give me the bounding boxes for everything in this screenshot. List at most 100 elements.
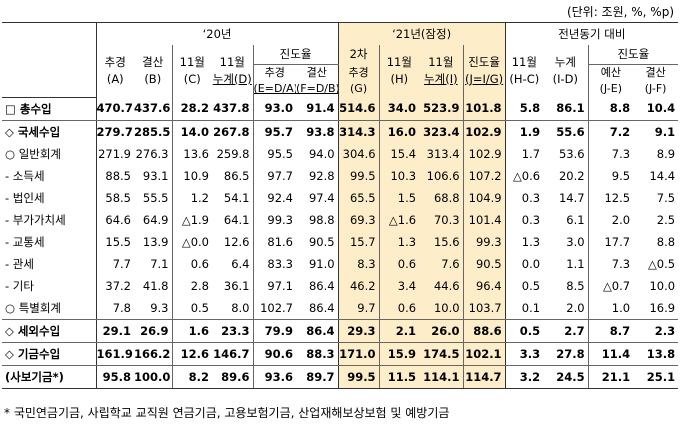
cell-c9: 323.4 <box>419 120 464 143</box>
cell-c1: 58.5 <box>95 186 134 209</box>
cell-c6: 98.8 <box>308 212 335 227</box>
cell-c2: 100.0 <box>134 365 172 389</box>
cell-c9: 7.6 <box>419 252 464 275</box>
cell-c9: 26.0 <box>419 319 464 343</box>
row-label: ○ 특별회계 <box>2 296 96 320</box>
cell-c10: 102.9 <box>462 142 506 165</box>
cell-c5: 95.5 <box>252 142 296 165</box>
cell-c13: 1.0 <box>587 296 634 320</box>
cell-c8: 0.6 <box>378 296 420 320</box>
cell-c4: 12.6 <box>223 234 250 249</box>
cell-c2: 276.3 <box>135 146 169 161</box>
cell-c4: 146.7 <box>212 342 253 366</box>
cell-c12: 53.6 <box>558 146 585 161</box>
cell-c1: 7.7 <box>95 252 134 275</box>
cell-c3: △0.0 <box>171 230 212 253</box>
cell-c10: 114.7 <box>462 365 506 389</box>
cell-c2: 7.1 <box>150 256 169 271</box>
cell-c14: 10.4 <box>633 97 679 121</box>
table-row: - 관세 7.7 7.1 0.6 6.4 83.3 91.0 8.3 0.6 7.6 90.5 0.0… <box>2 252 678 275</box>
cell-c10: 103.7 <box>462 296 506 320</box>
col-c1: 추경 (A) <box>95 45 134 97</box>
row-label: (사보기금*) <box>2 365 96 389</box>
cell-c4: 259.8 <box>216 146 250 161</box>
cell-c4: 23.3 <box>212 319 253 343</box>
cell-c2: 166.2 <box>134 342 172 366</box>
cell-c12: 27.8 <box>543 342 589 366</box>
cell-c14: 10.0 <box>649 278 676 293</box>
subgroup-rate20: 진도율 <box>252 45 339 65</box>
cell-c9: 10.0 <box>419 296 464 320</box>
cell-c6: 86.4 <box>296 296 339 320</box>
col-c12: 누계 (I-D) <box>552 55 579 86</box>
cell-c1: 271.9 <box>95 142 134 165</box>
cell-c3: 28.2 <box>171 97 212 121</box>
col-c7: 추경 (G) <box>337 64 380 97</box>
cell-c7: 8.3 <box>337 252 380 275</box>
cell-c2: 55.5 <box>142 190 169 205</box>
cell-c11: 0.1 <box>504 296 544 320</box>
cell-c5: 92.4 <box>252 186 296 209</box>
cell-c2: 93.1 <box>142 168 169 183</box>
table-row: ○ 특별회계 7.8 9.3 0.5 8.0 102.7 86.4 9.7 0.6 10.0 103… <box>2 296 679 320</box>
cell-c14: 13.8 <box>633 342 679 366</box>
cell-c1: 279.7 <box>95 120 134 143</box>
cell-c12: 24.5 <box>543 365 589 389</box>
row-label: - 법인세 <box>5 190 45 205</box>
row-label: ◇ 기금수입 <box>2 342 96 366</box>
row-label: - 소득세 <box>5 168 45 183</box>
cell-c4: 267.8 <box>213 124 250 139</box>
cell-c5: 97.7 <box>252 164 296 187</box>
cell-c14: 2.3 <box>633 319 679 343</box>
cell-c14: 16.9 <box>633 296 679 320</box>
footnote: * 국민연금기금, 사립학교 교직원 연금기금, 고용보험기금, 산업재해보상보… <box>4 406 450 420</box>
cell-c13: 2.0 <box>587 208 634 231</box>
cell-c9: 106.6 <box>419 164 464 187</box>
cell-c1: 95.8 <box>95 365 134 389</box>
table-row: - 기타 37.2 41.8 2.8 36.1 97.1 86.4 46.2 3.4 44.6 96… <box>2 274 678 297</box>
table-body: □ 총수입 470.7 437.6 28.2 437.8 93.0 91.4 514.6 34.… <box>2 97 679 389</box>
cell-c9: 68.8 <box>419 186 464 209</box>
cell-c8: 10.3 <box>378 164 420 187</box>
cell-c7: 314.3 <box>337 120 380 143</box>
cell-c11: 0.5 <box>504 274 544 297</box>
cell-c8: 3.4 <box>378 274 420 297</box>
cell-c8: 11.5 <box>378 365 420 389</box>
cell-c2: 41.8 <box>142 278 169 293</box>
cell-c8: 16.0 <box>378 120 420 143</box>
cell-c14: 25.1 <box>633 365 679 389</box>
cell-c4: 6.4 <box>231 256 250 271</box>
col-c13: 예산 (J-E) <box>587 64 634 97</box>
cell-c14: 9.1 <box>654 124 676 139</box>
cell-c3: 12.6 <box>171 342 212 366</box>
revenue-table: ‘20년 ‘21년(잠정) 전년동기 대비 추경 (A) 결산 (B) 11월 (C)… <box>2 22 679 389</box>
cell-c14: 8.8 <box>656 234 676 249</box>
cell-c3: 13.6 <box>171 142 212 165</box>
col-c4: 11월 누계(D) <box>212 55 252 86</box>
cell-c14: △0.5 <box>647 256 676 271</box>
cell-c14: 2.5 <box>656 212 676 227</box>
cell-c2: 9.3 <box>134 296 172 320</box>
cell-c8: 15.9 <box>378 342 420 366</box>
col-c14: 결산 (J-F) <box>644 66 667 95</box>
cell-c12: 14.7 <box>558 190 585 205</box>
cell-c11: 0.0 <box>504 252 544 275</box>
cell-c5: 93.0 <box>252 97 296 121</box>
cell-c6: 90.5 <box>308 234 335 249</box>
row-label: ◇ 세외수입 <box>2 319 96 343</box>
cell-c13: 21.1 <box>587 365 634 389</box>
cell-c11: 5.8 <box>504 97 544 121</box>
cell-c12: 3.0 <box>566 234 585 249</box>
cell-c1: 161.9 <box>95 342 134 366</box>
cell-c12: 55.6 <box>556 124 585 139</box>
cell-c8: △1.6 <box>378 208 420 231</box>
row-label: ◇ 국세수입 <box>5 124 61 139</box>
cell-c6: 91.4 <box>296 97 339 121</box>
cell-c3: 0.5 <box>171 296 212 320</box>
cell-c11: 0.3 <box>504 186 544 209</box>
cell-c6: 89.7 <box>296 365 339 389</box>
cell-c6: 93.8 <box>306 124 335 139</box>
cell-c11: △0.6 <box>504 164 544 187</box>
cell-c5: 95.7 <box>252 120 296 143</box>
cell-c13: 7.3 <box>587 142 634 165</box>
